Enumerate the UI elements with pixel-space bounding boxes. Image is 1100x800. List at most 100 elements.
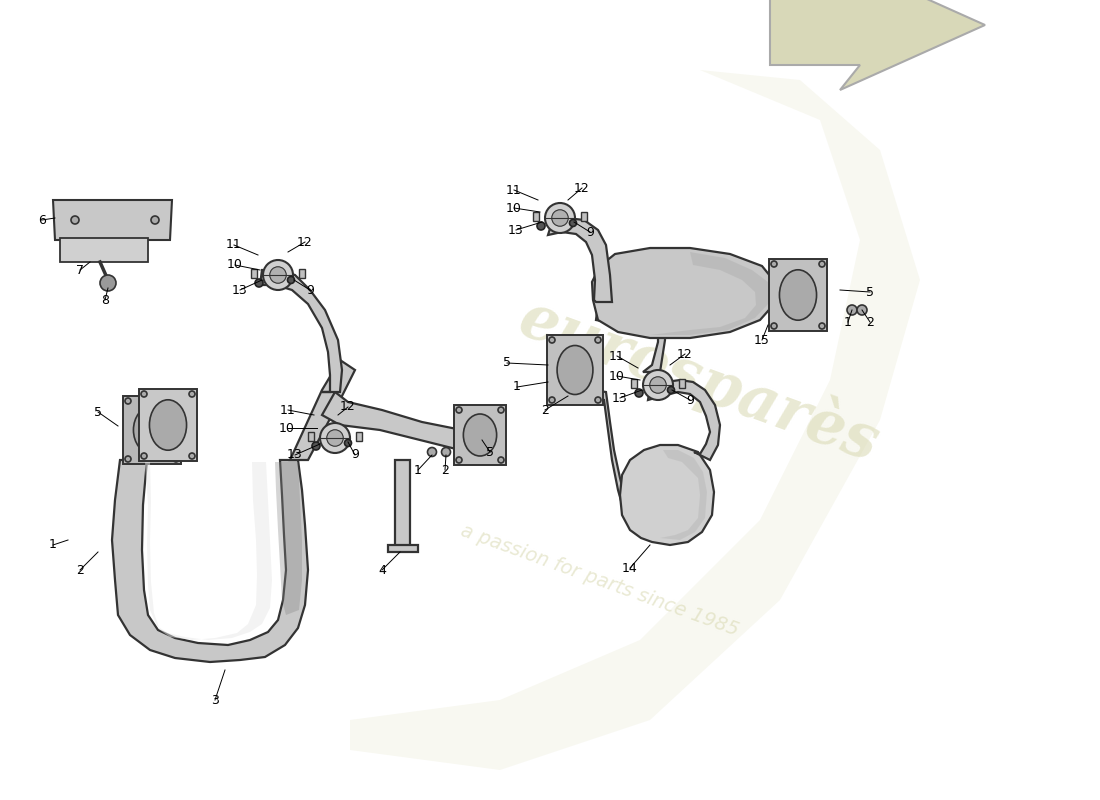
Text: 15: 15 [755, 334, 770, 346]
Circle shape [456, 407, 462, 413]
Text: 5: 5 [866, 286, 874, 298]
Text: 12: 12 [297, 235, 312, 249]
Circle shape [498, 457, 504, 463]
Polygon shape [547, 335, 603, 405]
Text: 12: 12 [340, 401, 356, 414]
Text: 2: 2 [541, 403, 549, 417]
Text: 11: 11 [280, 403, 296, 417]
Text: 13: 13 [612, 391, 628, 405]
Text: eurosparès: eurosparès [512, 286, 889, 474]
Circle shape [320, 423, 350, 453]
Circle shape [287, 277, 295, 283]
Text: 5: 5 [503, 357, 512, 370]
Circle shape [312, 442, 320, 450]
Circle shape [344, 439, 352, 446]
Polygon shape [139, 389, 197, 461]
Ellipse shape [133, 406, 170, 454]
Text: 13: 13 [232, 283, 248, 297]
Polygon shape [620, 445, 714, 545]
Circle shape [552, 210, 569, 226]
Text: 5: 5 [486, 446, 494, 458]
Ellipse shape [150, 400, 187, 450]
Polygon shape [596, 276, 666, 372]
Polygon shape [679, 379, 685, 388]
Polygon shape [770, 0, 984, 90]
Polygon shape [395, 460, 410, 550]
Ellipse shape [463, 414, 496, 456]
Circle shape [771, 323, 777, 329]
Circle shape [72, 216, 79, 224]
Text: a passion for parts since 1985: a passion for parts since 1985 [459, 521, 741, 639]
Polygon shape [588, 390, 700, 542]
Polygon shape [388, 545, 418, 552]
Polygon shape [299, 269, 305, 278]
Polygon shape [308, 432, 314, 441]
Text: 9: 9 [586, 226, 594, 238]
Circle shape [173, 398, 179, 404]
Polygon shape [132, 462, 272, 640]
Text: 2: 2 [76, 563, 84, 577]
Circle shape [189, 453, 195, 459]
Circle shape [255, 279, 263, 287]
Circle shape [173, 456, 179, 462]
Text: 5: 5 [94, 406, 102, 418]
Polygon shape [592, 248, 776, 338]
Text: 2: 2 [441, 463, 449, 477]
Text: 12: 12 [678, 347, 693, 361]
Polygon shape [350, 70, 920, 770]
Circle shape [847, 305, 857, 315]
Circle shape [189, 391, 195, 397]
Polygon shape [123, 396, 182, 464]
Polygon shape [534, 212, 539, 221]
Polygon shape [251, 269, 257, 278]
Text: 3: 3 [211, 694, 219, 706]
Polygon shape [290, 360, 355, 460]
Text: 13: 13 [287, 449, 303, 462]
Text: 10: 10 [227, 258, 243, 271]
Circle shape [668, 386, 674, 394]
Circle shape [141, 453, 147, 459]
Text: 1: 1 [50, 538, 57, 551]
Circle shape [820, 323, 825, 329]
Text: 14: 14 [623, 562, 638, 574]
Text: 10: 10 [506, 202, 521, 214]
Polygon shape [275, 462, 302, 615]
Text: 12: 12 [574, 182, 590, 194]
Circle shape [570, 219, 576, 226]
Text: 1: 1 [513, 381, 521, 394]
Text: 8: 8 [101, 294, 109, 306]
Text: 11: 11 [609, 350, 625, 362]
Polygon shape [660, 450, 707, 540]
Polygon shape [260, 270, 342, 392]
Text: 9: 9 [351, 449, 359, 462]
Polygon shape [769, 259, 827, 331]
Circle shape [820, 261, 825, 267]
Polygon shape [60, 238, 148, 262]
Text: 1: 1 [414, 463, 422, 477]
Ellipse shape [557, 346, 593, 394]
Text: 4: 4 [378, 563, 386, 577]
Text: 2: 2 [866, 315, 873, 329]
Circle shape [263, 260, 293, 290]
Text: 11: 11 [227, 238, 242, 251]
Text: 10: 10 [279, 422, 295, 434]
Polygon shape [631, 379, 637, 388]
Polygon shape [548, 218, 612, 302]
Circle shape [498, 407, 504, 413]
Polygon shape [454, 405, 506, 465]
Circle shape [100, 275, 116, 291]
Circle shape [595, 397, 601, 403]
Polygon shape [648, 380, 720, 460]
Circle shape [441, 447, 451, 457]
Circle shape [151, 216, 160, 224]
Circle shape [125, 398, 131, 404]
Circle shape [635, 389, 643, 397]
Circle shape [595, 337, 601, 343]
Circle shape [644, 370, 673, 400]
Circle shape [428, 447, 437, 457]
Text: 9: 9 [686, 394, 694, 406]
Circle shape [771, 261, 777, 267]
Circle shape [537, 222, 544, 230]
Ellipse shape [780, 270, 816, 320]
Circle shape [327, 430, 343, 446]
